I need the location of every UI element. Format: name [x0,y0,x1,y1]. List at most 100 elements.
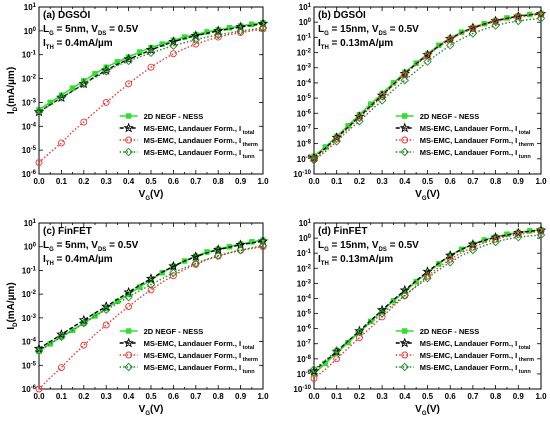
data-point [168,260,179,271]
data-point [309,365,319,374]
data-point [102,98,110,106]
panel-annotation: ITH = 0.4mA/µm [43,254,113,267]
panel-annotation: LG = 5nm, VDS = 0.5V [43,240,139,253]
legend-label: MS-EMC, Landauer Form., I total [420,339,531,351]
y-tick-label: 10-3 [22,98,37,107]
data-point [355,116,364,126]
chart-panel-1: 0.0 0.1 0.2 0.3 0.4 0.5 0.6 0.7 0.8 0.9 1.0 10-6 10-… [6,3,269,202]
y-tick-label: 10-6 [297,109,312,118]
x-tick-label: 0.9 [235,177,247,186]
data-point [514,16,523,26]
x-tick-label: 0.0 [33,177,45,186]
data-point [190,251,201,262]
x-tick-label: 0.4 [123,177,135,186]
chart-panel-3: 0.0 0.1 0.2 0.3 0.4 0.5 0.6 0.7 0.8 0.9 1.0 10-6 10-… [6,219,269,417]
y-tick-label: 100 [24,27,37,36]
x-tick-label: 0.8 [490,392,502,401]
data-point [309,156,319,165]
series-therm [310,227,545,382]
x-tick-label: 0.2 [78,177,90,186]
data-point [213,251,223,260]
data-point [213,25,224,36]
y-tick-label: 10-9 [297,155,312,164]
x-axis-label: VG(V) [415,189,440,202]
data-point [79,318,89,328]
legend-marker [401,328,408,334]
y-tick-label: 10-8 [297,140,312,149]
data-point [513,227,524,238]
data-point [125,80,133,88]
data-point [513,10,524,21]
legend-label: 2D NEGF - NESS [420,327,480,336]
data-point [400,291,410,300]
legend-marker [401,113,408,119]
x-tick-label: 0.6 [445,177,457,186]
data-point [445,250,456,260]
y-tick-label: 10-1 [22,51,37,60]
series-tunn [309,230,546,374]
x-tick-label: 0.5 [145,177,157,186]
data-point [332,346,341,355]
chart-panel-2: 0.0 0.1 0.2 0.3 0.4 0.5 0.6 0.7 0.8 0.9 1.0 10-10 10… [293,3,547,202]
x-tick-label: 0.1 [56,177,68,186]
data-point [57,364,65,372]
series-total [33,235,269,354]
data-point [169,41,178,50]
y-tick-label: 10-1 [297,33,312,42]
data-point [169,268,178,277]
x-tick-label: 0.8 [490,177,502,186]
legend-marker [400,147,409,157]
data-point [537,10,545,18]
legend: 2D NEGF - NESS MS-EMC, Landauer Form., I … [119,327,258,375]
x-tick-label: 0.2 [78,392,90,401]
y-tick-label: 10-1 [22,266,37,275]
x-tick-label: 0.6 [168,392,180,401]
data-point [424,52,431,60]
x-tick-label: 0.2 [354,392,366,401]
legend: 2D NEGF - NESS MS-EMC, Landauer Form., I … [395,327,534,375]
data-point [190,30,201,41]
x-tick-label: 0.6 [168,177,180,186]
data-point [191,35,201,45]
legend-label: MS-EMC, Landauer Form., I therm [420,351,534,363]
x-tick-label: 0.0 [308,392,320,401]
data-point [469,25,477,33]
x-tick-label: 1.0 [535,177,547,186]
panel-title: (d) FinFET [318,226,367,237]
x-tick-label: 0.9 [235,392,247,401]
series-line [313,13,542,160]
data-point [445,258,455,267]
data-point [123,53,134,64]
data-point [378,92,386,100]
data-point [57,332,66,341]
legend-marker [125,136,133,144]
data-point [137,49,143,55]
data-point [214,33,222,41]
y-tick-label: 10-7 [297,124,312,133]
data-point [79,79,89,89]
data-point [235,21,246,32]
y-tick-label: 10-5 [297,310,312,319]
data-point [147,286,155,294]
legend-marker [123,122,134,133]
data-point [376,304,388,315]
data-point [491,237,500,247]
x-tick-label: 0.6 [445,392,457,401]
y-tick-label: 10-2 [22,75,37,84]
legend-label: MS-EMC, Landauer Form., I tunn [420,363,532,375]
legend-marker [125,113,132,119]
data-point [80,118,88,126]
data-point [56,328,67,339]
x-tick-label: 0.7 [190,177,202,186]
data-point [514,13,522,21]
x-tick-label: 0.0 [33,392,45,401]
data-point [445,41,455,50]
data-point [355,334,363,342]
x-tick-label: 1.0 [257,392,269,401]
y-tick-label: 10-3 [22,314,37,323]
legend-label: MS-EMC, Landauer Form., I tunn [144,148,256,160]
data-point [354,325,365,336]
x-tick-label: 0.3 [101,392,113,401]
y-tick-label: 10-2 [297,264,312,273]
data-point [33,106,45,117]
